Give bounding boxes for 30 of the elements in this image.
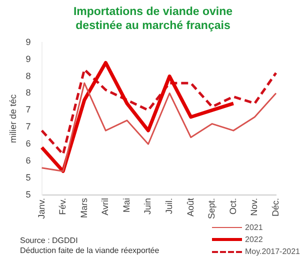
x-tick-label: Avril [100, 198, 110, 215]
x-tick-label: Mars [78, 197, 89, 218]
y-tick-label: 9 [26, 53, 31, 64]
y-axis-title: milier de téc [8, 94, 18, 143]
y-tick-label: 7 [26, 121, 31, 132]
x-tick-label: Déc. [270, 198, 280, 216]
x-tick-label: Mai [121, 198, 132, 212]
x-tick-label: Oct. [228, 198, 238, 214]
chart-title: Importations de viande ovine destinée au marché français [72, 5, 234, 34]
x-tick-label: Juin [142, 198, 153, 214]
x-tick-label: Janv. [36, 198, 46, 218]
y-tick-label: 8 [26, 70, 31, 80]
y-tick-label: 6 [26, 138, 31, 148]
line-series [40, 68, 278, 156]
source-note: Source : DGDDI [20, 236, 79, 246]
text: Déduction faite de la viande réexportée [20, 246, 160, 256]
y-tick-label: 5 [26, 172, 31, 182]
x-tick-label: Juil. [164, 198, 174, 214]
y-tick-label: 9 [26, 36, 31, 46]
legend-label: Moy.2017-2021 [245, 247, 300, 256]
x-tick-label: Fév. [58, 198, 68, 214]
y-tick-label: 6 [26, 155, 31, 166]
x-tick-label: Nov. [249, 198, 260, 216]
legend-label: 2022 [245, 235, 263, 244]
x-tick-label: Sept. [206, 198, 217, 219]
y-tick-label: 8 [26, 87, 31, 98]
y-tick-label: 5 [26, 189, 31, 200]
y-tick-label: 7 [26, 104, 31, 114]
x-tick-label: Août [185, 197, 196, 216]
legend-label: 2021 [245, 223, 263, 232]
